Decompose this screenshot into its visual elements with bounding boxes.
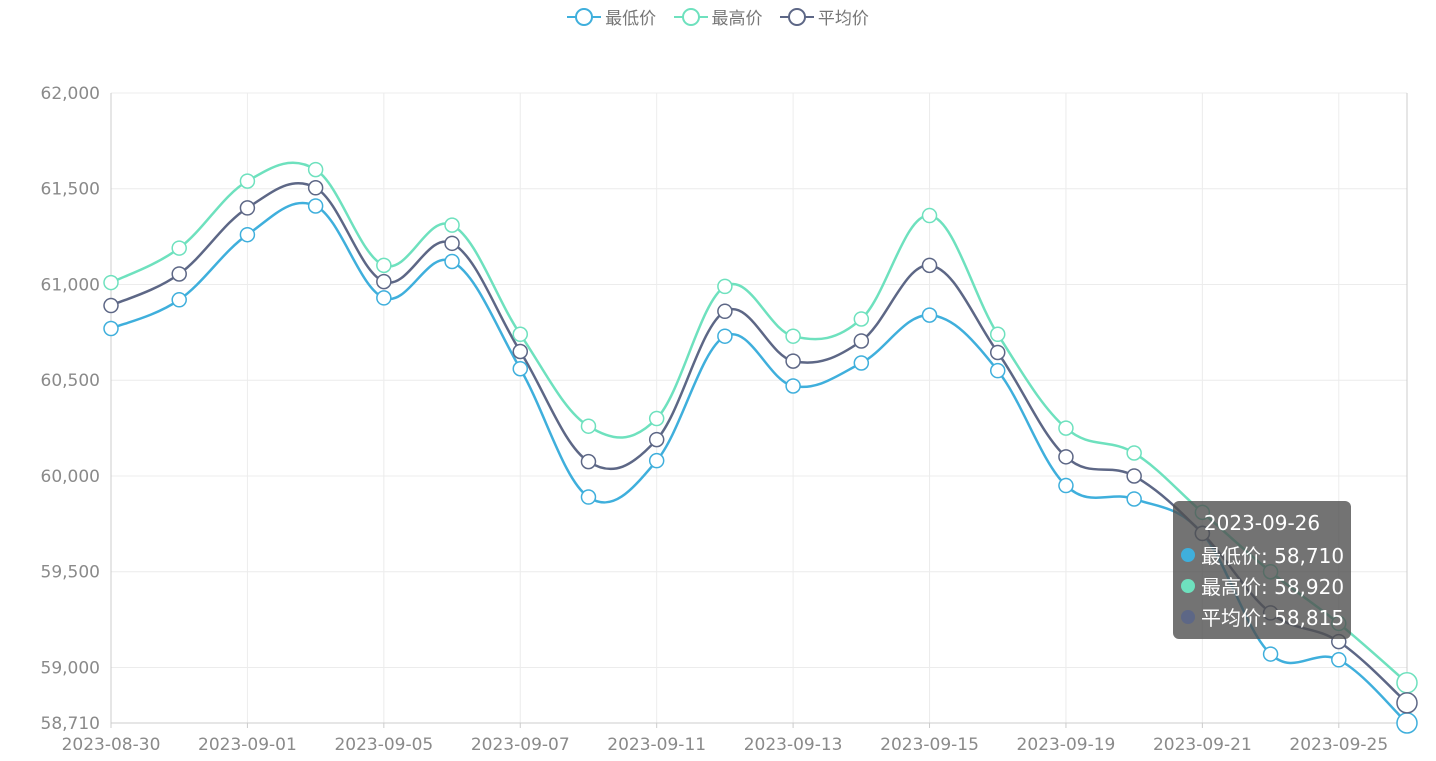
data-point xyxy=(921,207,938,224)
data-point xyxy=(785,353,801,369)
y-tick-label: 58,710 xyxy=(41,714,100,734)
x-tick-label: 2023-09-21 xyxy=(1153,735,1252,755)
data-point xyxy=(921,257,938,274)
legend-label-avg: 平均价 xyxy=(817,9,869,29)
data-point xyxy=(171,266,187,282)
legend-item-min[interactable]: 最低价 xyxy=(567,4,656,29)
tooltip-text-max: 最高价: 58,920 xyxy=(1201,575,1345,599)
legend-max-icon xyxy=(673,7,708,26)
x-tick-label: 2023-08-30 xyxy=(62,735,161,755)
tooltip-date: 2023-09-26 xyxy=(1203,511,1321,535)
data-point xyxy=(307,198,324,214)
data-point xyxy=(1058,449,1074,465)
data-point xyxy=(648,410,665,427)
data-point xyxy=(512,360,529,377)
data-point xyxy=(853,355,870,371)
series-line-0 xyxy=(110,201,1408,724)
data-point xyxy=(376,257,392,274)
data-point xyxy=(1396,672,1418,694)
legend-min-icon xyxy=(567,7,602,26)
legend-item-max[interactable]: 最高价 xyxy=(673,4,763,29)
data-point xyxy=(648,452,665,469)
x-tick-label: 2023-09-13 xyxy=(744,735,843,755)
tooltip-dot-avg xyxy=(1181,609,1195,624)
tooltip: 2023-09-26 最低价: 58,710 最高价: 58,920 平均价: … xyxy=(1173,501,1351,639)
legend-label-min: 最低价 xyxy=(605,9,657,29)
series-line-1 xyxy=(110,161,1408,684)
tooltip-row-min: 最低价: 58,710 xyxy=(1181,539,1351,570)
data-point xyxy=(580,453,597,470)
tooltip-dot-min xyxy=(1181,547,1195,562)
data-point xyxy=(239,200,256,216)
y-tick-label: 59,000 xyxy=(41,658,100,678)
data-point xyxy=(444,235,460,252)
y-tick-label: 60,500 xyxy=(41,371,100,391)
data-point xyxy=(989,344,1006,361)
data-point xyxy=(307,161,324,178)
data-point xyxy=(444,217,460,233)
tooltip-dot-max xyxy=(1181,578,1195,593)
data-point xyxy=(785,378,801,394)
x-tick-label: 2023-09-05 xyxy=(334,735,433,755)
tooltip-row-max: 最高价: 58,920 xyxy=(1181,570,1351,601)
tooltip-text-min: 最低价: 58,710 xyxy=(1201,544,1345,568)
data-point xyxy=(1396,712,1418,734)
data-point xyxy=(989,326,1006,343)
data-point xyxy=(103,320,119,337)
tooltip-row-avg: 平均价: 58,815 xyxy=(1181,601,1351,632)
data-point xyxy=(921,307,938,323)
data-point xyxy=(580,418,597,434)
data-point xyxy=(717,303,733,320)
data-point xyxy=(171,240,187,256)
x-tick-label: 2023-09-07 xyxy=(471,735,570,755)
data-point xyxy=(239,173,256,189)
data-point xyxy=(648,431,665,448)
data-point xyxy=(103,297,119,314)
data-point xyxy=(785,328,801,344)
x-tick-label: 2023-09-19 xyxy=(1017,735,1116,755)
y-tick-label: 61,000 xyxy=(41,275,100,295)
data-point xyxy=(1331,652,1347,668)
x-tick-label: 2023-09-11 xyxy=(607,735,706,755)
data-point xyxy=(853,333,870,349)
data-point xyxy=(1126,468,1142,484)
data-point xyxy=(444,253,460,270)
data-point xyxy=(717,328,733,344)
data-point xyxy=(717,278,733,295)
legend-label-max: 最高价 xyxy=(711,9,763,29)
legend-item-avg[interactable]: 平均价 xyxy=(779,4,869,29)
legend-avg-icon xyxy=(779,7,814,26)
data-point xyxy=(512,326,529,343)
data-point xyxy=(307,180,324,196)
data-point xyxy=(376,273,392,290)
y-tick-label: 59,500 xyxy=(41,563,100,583)
data-point xyxy=(1396,692,1418,714)
x-tick-label: 2023-09-25 xyxy=(1289,735,1388,755)
data-point xyxy=(989,362,1006,379)
y-tick-label: 61,500 xyxy=(41,180,100,200)
y-tick-label: 62,000 xyxy=(41,84,100,104)
data-point xyxy=(580,489,597,505)
data-point xyxy=(1058,477,1074,494)
tooltip-text-avg: 平均价: 58,815 xyxy=(1201,606,1345,630)
data-point xyxy=(171,292,187,308)
data-point xyxy=(239,226,256,243)
data-point xyxy=(1058,420,1074,436)
data-point xyxy=(1126,445,1142,461)
data-point xyxy=(1126,491,1142,507)
data-point xyxy=(103,274,119,291)
x-tick-label: 2023-09-15 xyxy=(880,735,979,755)
data-point xyxy=(376,290,392,306)
data-point xyxy=(512,343,529,360)
y-tick-label: 60,000 xyxy=(41,467,100,487)
x-tick-label: 2023-09-01 xyxy=(198,735,297,755)
legend: 最低价 最高价 平均价 xyxy=(0,4,1436,33)
data-point xyxy=(853,311,870,327)
data-point xyxy=(1262,646,1279,662)
